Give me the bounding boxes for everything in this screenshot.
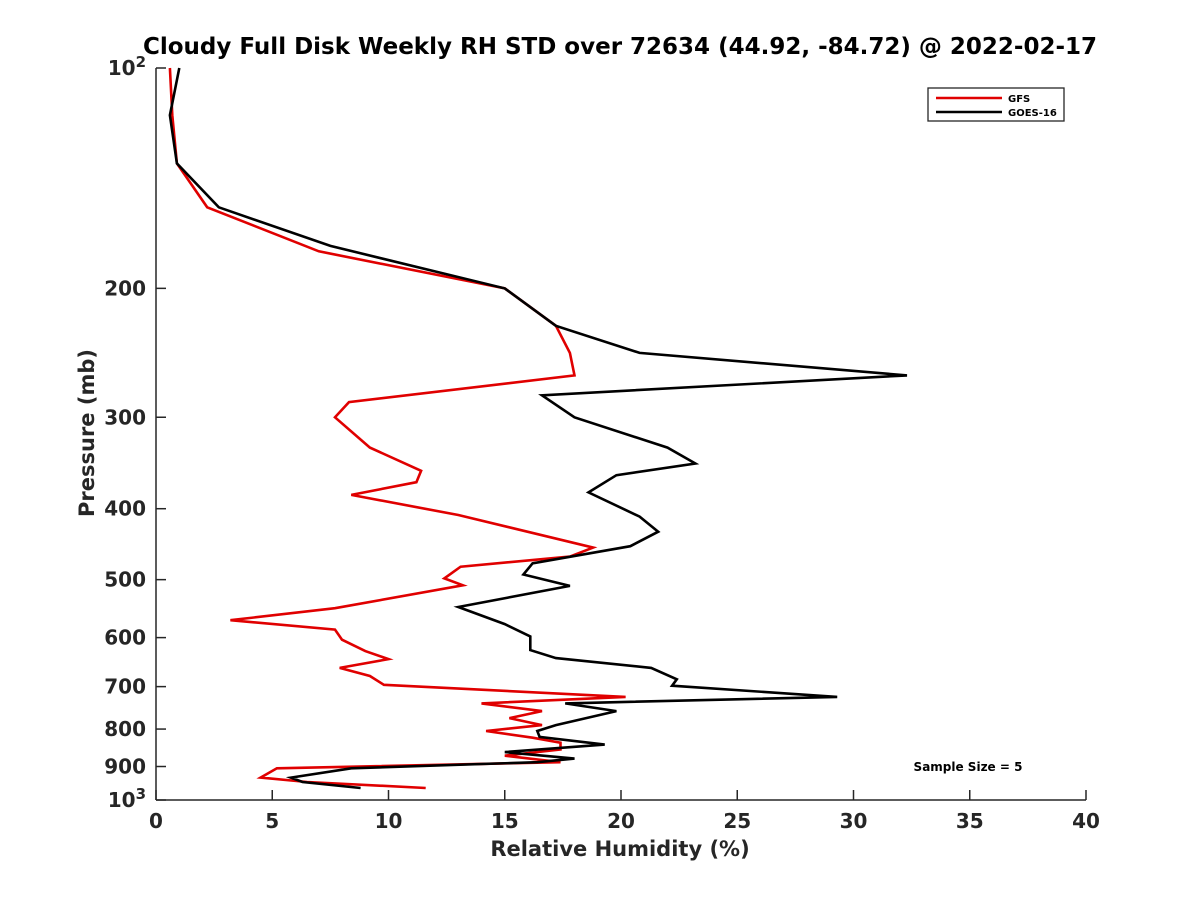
y-tick-label: 103 xyxy=(108,785,146,812)
y-tick-label: 200 xyxy=(104,276,146,300)
legend-label: GFS xyxy=(1008,94,1030,105)
x-tick-label: 35 xyxy=(956,809,984,833)
y-tick-base: 10 xyxy=(108,56,136,80)
y-tick-exponent: 3 xyxy=(136,785,146,803)
y-axis-label: Pressure (mb) xyxy=(75,349,99,517)
chart-title: Cloudy Full Disk Weekly RH STD over 7263… xyxy=(143,34,1097,60)
y-tick-label: 600 xyxy=(104,626,146,650)
legend-label: GOES-16 xyxy=(1008,108,1057,119)
y-tick-exponent: 2 xyxy=(136,53,146,71)
x-axis-ticks: 0 5 10 15 20 25 30 35 40 xyxy=(149,790,1100,833)
y-tick-base: 10 xyxy=(108,788,136,812)
sample-size-annotation: Sample Size = 5 xyxy=(914,760,1023,774)
x-tick-label: 40 xyxy=(1072,809,1100,833)
y-tick-label: 500 xyxy=(104,568,146,592)
y-tick-label: 300 xyxy=(104,405,146,429)
y-tick-label: 800 xyxy=(104,717,146,741)
legend-entries: GFS GOES-16 xyxy=(936,94,1057,119)
y-tick-label: 102 xyxy=(108,53,146,80)
series-lines xyxy=(168,67,908,790)
x-tick-label: 25 xyxy=(723,809,751,833)
plot-area: 0 5 10 15 20 25 30 35 40 10220030040050060070080… xyxy=(104,53,1100,833)
x-tick-label: 20 xyxy=(607,809,635,833)
x-tick-label: 15 xyxy=(491,809,519,833)
legend-box xyxy=(927,87,1065,122)
x-tick-label: 0 xyxy=(149,809,163,833)
x-tick-label: 30 xyxy=(840,809,868,833)
y-tick-label: 900 xyxy=(104,755,146,779)
x-tick-label: 5 xyxy=(265,809,279,833)
series-line-goes-16 xyxy=(168,67,908,790)
x-tick-label: 10 xyxy=(375,809,403,833)
y-tick-label: 400 xyxy=(104,497,146,521)
series-line-gfs xyxy=(168,67,626,790)
legend: GFS GOES-16 xyxy=(927,87,1065,122)
x-axis-label: Relative Humidity (%) xyxy=(490,837,749,861)
y-tick-label: 700 xyxy=(104,675,146,699)
